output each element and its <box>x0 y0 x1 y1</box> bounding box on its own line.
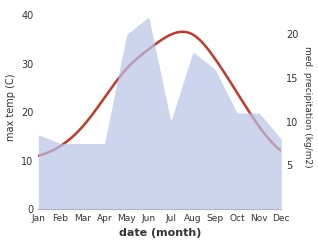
Y-axis label: med. precipitation (kg/m2): med. precipitation (kg/m2) <box>303 46 313 168</box>
Y-axis label: max temp (C): max temp (C) <box>5 73 16 141</box>
X-axis label: date (month): date (month) <box>119 228 201 238</box>
